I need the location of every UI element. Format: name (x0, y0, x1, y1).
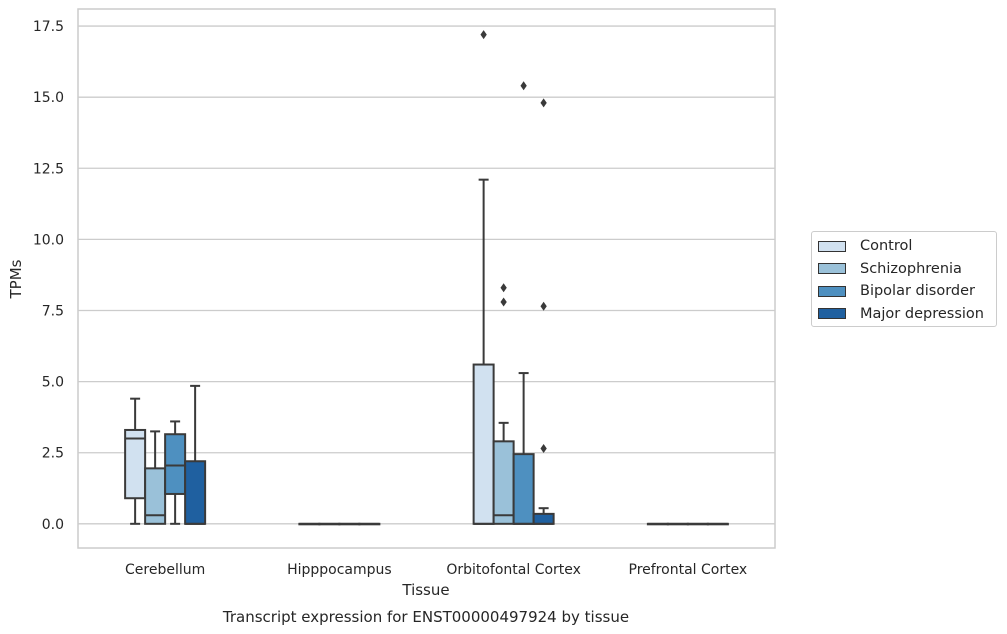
legend-swatch (818, 263, 846, 275)
box-body (532, 512, 555, 525)
box-control (646, 522, 669, 526)
box-control (298, 522, 321, 526)
y-axis-label: TPMs (7, 259, 25, 299)
box-body (124, 428, 147, 500)
box-control (124, 397, 147, 525)
x-tick-label: Orbitofontal Cortex (446, 562, 581, 578)
x-tick-label: Hipppocampus (287, 562, 392, 578)
x-tick-label: Cerebellum (125, 562, 205, 578)
legend-swatch (818, 308, 846, 320)
plot-frame (77, 8, 776, 549)
box-major-depression (706, 522, 729, 526)
box-schizophrenia (318, 522, 341, 526)
box-bipolar-disorder (512, 81, 535, 525)
x-tick-label: Prefrontal Cortex (629, 562, 748, 578)
legend-swatch (818, 240, 846, 252)
box-schizophrenia (144, 430, 167, 525)
box-control (472, 30, 495, 525)
y-tick-label: 10.0 (33, 232, 64, 248)
outlier-point (520, 81, 527, 91)
outlier-point (480, 30, 487, 40)
legend-label: Bipolar disorder (860, 283, 975, 300)
box-body (144, 467, 167, 525)
box-bipolar-disorder (164, 420, 187, 525)
box-body (492, 440, 515, 525)
outlier-point (540, 443, 547, 453)
y-tick-labels: 0.0 2.5 5.0 7.5 10.0 12.5 15.0 17.5 (33, 19, 64, 533)
legend-item: Major depression (818, 303, 996, 326)
legend-label: Control (860, 238, 913, 255)
y-tick-label: 12.5 (33, 161, 64, 177)
box-body (164, 433, 187, 495)
legend-label: Major depression (860, 305, 984, 322)
box-body (184, 460, 207, 525)
box-bipolar-disorder (686, 522, 709, 526)
box-schizophrenia (666, 522, 689, 526)
box-major-depression (532, 98, 555, 525)
legend-swatch (818, 285, 846, 297)
legend-item: Schizophrenia (818, 258, 996, 281)
legend-item: Control (818, 235, 996, 258)
y-tick-label: 7.5 (42, 303, 64, 319)
boxes (124, 30, 729, 526)
box-bipolar-disorder (338, 522, 361, 526)
box-major-depression (358, 522, 381, 526)
y-tick-label: 0.0 (42, 517, 64, 533)
x-tick-labels: Cerebellum Hipppocampus Orbitofontal Corte… (125, 562, 747, 578)
chart-title: Transcript expression for ENST0000049792… (222, 608, 629, 626)
legend-item: Bipolar disorder (818, 280, 996, 303)
outlier-point (500, 297, 507, 307)
box-major-depression (184, 384, 207, 525)
box-body (472, 363, 495, 525)
legend: Control Schizophrenia Bipolar disorder Majo… (811, 231, 997, 327)
box-schizophrenia (492, 283, 515, 525)
outlier-point (540, 301, 547, 311)
y-tick-label: 2.5 (42, 446, 64, 462)
y-tick-label: 5.0 (42, 375, 64, 391)
outlier-point (500, 283, 507, 293)
y-tick-label: 15.0 (33, 90, 64, 106)
box-body (512, 453, 535, 525)
y-tick-label: 17.5 (33, 19, 64, 35)
x-axis-label: Tissue (401, 581, 449, 599)
outlier-point (540, 98, 547, 108)
legend-label: Schizophrenia (860, 260, 962, 277)
